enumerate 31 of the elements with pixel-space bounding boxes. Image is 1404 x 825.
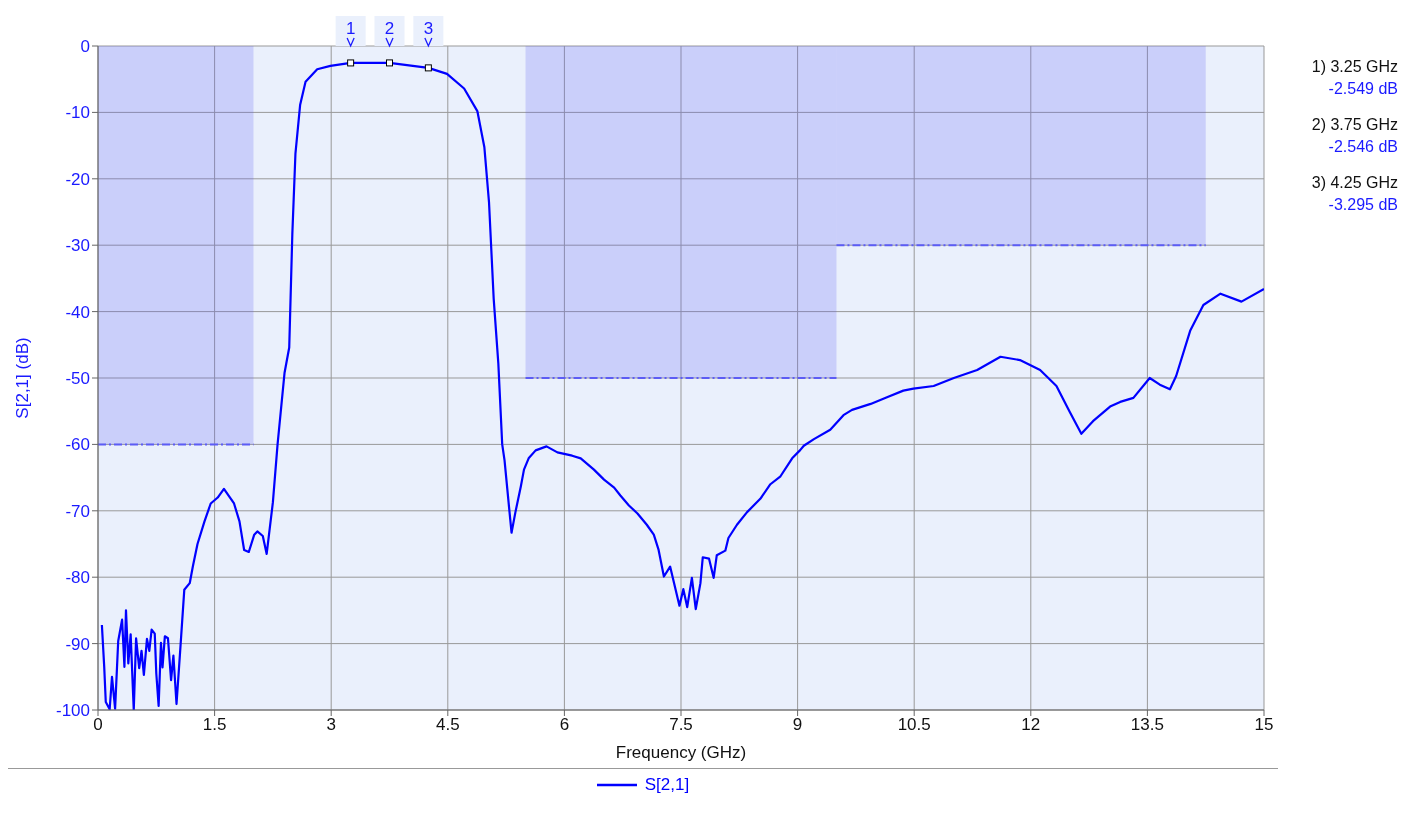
y-tick-label: -80 (65, 568, 90, 588)
legend-label: S[2,1] (644, 775, 690, 795)
y-tick-label: -30 (65, 236, 90, 256)
annotation: 3 (423, 19, 434, 38)
text: 3) 4.25 GHz -3.295 dB (1310, 173, 1398, 215)
y-tick-label: 0 (80, 37, 90, 57)
annotation: 2 (384, 19, 395, 38)
x-tick-label: 3 (326, 715, 336, 735)
x-tick-label: 13.5 (1130, 715, 1164, 735)
text: 2) 3.75 GHz -2.546 dB (1310, 115, 1398, 157)
y-tick-label: -70 (65, 501, 90, 521)
y-axis-title: S[2,1] (dB) (13, 337, 33, 419)
x-tick-label: 12 (1021, 715, 1041, 735)
x-tick-label: 7.5 (669, 715, 693, 735)
x-tick-label: 9 (792, 715, 803, 735)
x-tick-label: 10.5 (897, 715, 931, 735)
y-tick-label: -60 (65, 435, 90, 455)
x-tick-label: 0 (93, 715, 103, 735)
x-tick-label: 4.5 (435, 715, 460, 735)
x-tick-label: 1.5 (202, 715, 227, 735)
annotation: 1 (345, 19, 356, 38)
y-tick-label: -100 (55, 701, 90, 721)
y-tick-label: -40 (65, 302, 90, 322)
x-axis-title: Frequency (GHz) (615, 743, 747, 762)
x-tick-label: 15 (1254, 715, 1274, 735)
y-tick-label: -50 (65, 369, 90, 389)
text: 1) 3.25 GHz -2.549 dB (1310, 57, 1398, 99)
y-tick-label: -20 (65, 169, 90, 189)
x-tick-label: 6 (559, 715, 570, 735)
y-tick-label: -10 (65, 103, 90, 123)
y-tick-label: -90 (65, 634, 90, 654)
